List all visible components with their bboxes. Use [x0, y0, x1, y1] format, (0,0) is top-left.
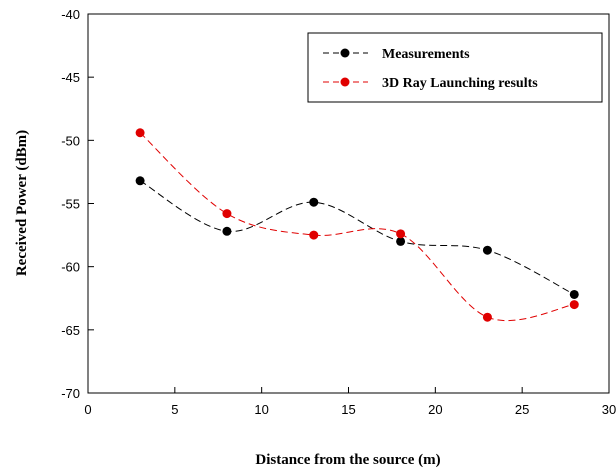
data-point-3d-ray-launching-results	[309, 230, 319, 240]
legend-label-measurements: Measurements	[382, 47, 470, 62]
data-point-3d-ray-launching-results	[135, 128, 145, 138]
x-tick-label: 0	[84, 402, 91, 417]
y-tick-label: -40	[61, 7, 80, 22]
legend-box	[307, 32, 603, 103]
y-tick-label: -55	[61, 197, 80, 212]
data-point-measurements	[482, 245, 492, 255]
x-tick-label: 25	[515, 402, 529, 417]
x-axis-title: Distance from the source (m)	[255, 452, 440, 468]
data-point-measurements	[222, 226, 232, 236]
x-tick-label: 5	[171, 402, 178, 417]
data-point-measurements	[569, 289, 579, 299]
data-point-3d-ray-launching-results	[482, 312, 492, 322]
x-tick-label: 20	[428, 402, 442, 417]
y-tick-label: -70	[61, 386, 80, 401]
data-point-3d-ray-launching-results	[396, 229, 406, 239]
x-axis-ticks: 0 5 10 15 20 25 30	[84, 387, 616, 417]
x-tick-label: 15	[341, 402, 355, 417]
y-axis-title: Received Power (dBm)	[14, 130, 30, 276]
y-tick-label: -65	[61, 323, 80, 338]
series-line-3d-ray-launching-results	[139, 132, 575, 322]
series-layer	[135, 128, 579, 322]
y-tick-label: -45	[61, 70, 80, 85]
legend: Measurements 3D Ray Launching results	[307, 32, 603, 103]
data-point-3d-ray-launching-results	[222, 209, 232, 219]
legend-label-ray-launching: 3D Ray Launching results	[382, 76, 538, 91]
y-axis-ticks: -40 -45 -50 -55 -60 -65 -70	[61, 7, 94, 401]
legend-marker-measurements	[340, 48, 350, 58]
legend-marker-ray-launching	[340, 77, 350, 87]
x-tick-label: 30	[602, 402, 616, 417]
x-tick-label: 10	[254, 402, 268, 417]
data-point-measurements	[309, 197, 319, 207]
data-point-measurements	[135, 176, 145, 186]
y-tick-label: -50	[61, 133, 80, 148]
data-point-measurements	[396, 236, 406, 246]
series-line-measurements	[139, 180, 575, 295]
y-tick-label: -60	[61, 260, 80, 275]
data-point-3d-ray-launching-results	[569, 300, 579, 310]
